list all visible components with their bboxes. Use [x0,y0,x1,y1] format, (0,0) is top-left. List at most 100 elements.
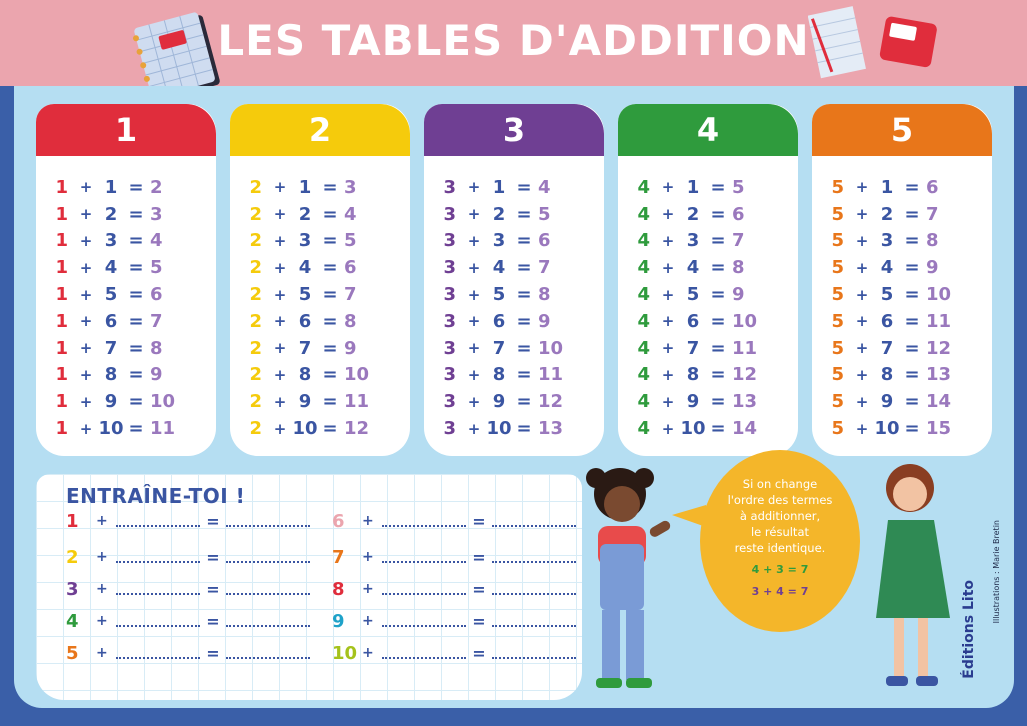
plus-sign: + [661,365,675,384]
addend-a: 1 [55,230,68,252]
sum-result: 12 [732,364,758,386]
equals-sign: = [206,643,220,663]
answer-blank-addend[interactable] [116,551,200,563]
sum-result: 8 [538,284,551,306]
answer-blank-addend[interactable] [382,515,466,527]
equals-sign: = [516,364,532,386]
answer-blank-addend[interactable] [382,551,466,563]
girl-illustration-left [586,468,671,688]
practice-row: 7 + = [332,542,576,572]
answer-blank-sum[interactable] [226,515,310,527]
sum-result: 10 [150,391,176,413]
bubble-line: l'ordre des termes [727,493,833,508]
addend-a: 2 [249,203,262,225]
answer-blank-sum[interactable] [226,583,310,595]
equals-sign: = [128,310,144,332]
sum-result: 8 [150,337,163,359]
answer-blank-sum[interactable] [226,647,310,659]
answer-blank-addend[interactable] [116,615,200,627]
table-row: 2 +3 = 5 [230,228,410,255]
equals-sign: = [128,391,144,413]
equals-sign: = [710,364,726,386]
equals-sign: = [206,547,220,567]
table-row: 5 +10 = 15 [812,415,992,442]
answer-blank-sum[interactable] [492,583,576,595]
equals-sign: = [516,337,532,359]
answer-blank-addend[interactable] [116,583,200,595]
equals-sign: = [472,579,486,599]
equals-sign: = [128,364,144,386]
answer-blank-sum[interactable] [492,551,576,563]
practice-row: 8 + = [332,574,576,604]
addend-b: 7 [298,337,312,359]
practice-number: 8 [332,578,345,600]
table-row: 3 +4 = 7 [424,254,604,281]
table-row: 3 +2 = 5 [424,201,604,228]
plus-sign: + [467,285,481,304]
table-row: 5 +2 = 7 [812,201,992,228]
addend-b: 10 [292,418,318,440]
equals-sign: = [516,257,532,279]
addend-a: 2 [249,364,262,386]
equals-sign: = [904,418,920,440]
addend-a: 1 [55,418,68,440]
answer-blank-addend[interactable] [116,647,200,659]
addition-table-5: 5 5 +1 = 6 5 +2 = 7 5 +3 = 8 5 +4 = 9 5 +5 = 10 5 +6 = 11 5 +7 = 12 5… [812,104,992,456]
answer-blank-sum[interactable] [492,647,576,659]
table-header: 2 [230,104,410,156]
answer-blank-sum[interactable] [492,615,576,627]
answer-blank-sum[interactable] [226,615,310,627]
plus-sign: + [96,645,108,661]
addend-b: 10 [98,418,124,440]
answer-blank-sum[interactable] [226,551,310,563]
answer-blank-addend[interactable] [382,583,466,595]
equals-sign: = [472,611,486,631]
addend-a: 3 [443,257,456,279]
table-row: 4 +6 = 10 [618,308,798,335]
table-row: 4 +10 = 14 [618,415,798,442]
addend-b: 8 [492,364,506,386]
sum-result: 11 [538,364,564,386]
equals-sign: = [710,203,726,225]
equals-sign: = [128,203,144,225]
addend-b: 8 [880,364,894,386]
illustration-credit: Illustrations : Marie Bretin [992,520,1001,624]
addend-a: 5 [831,230,844,252]
plus-sign: + [661,231,675,250]
table-row: 4 +3 = 7 [618,228,798,255]
equals-sign: = [128,337,144,359]
sum-result: 10 [732,310,758,332]
table-row: 4 +9 = 13 [618,388,798,415]
logo-small-text: Éditions [961,614,977,679]
equals-sign: = [710,284,726,306]
plus-sign: + [273,339,287,358]
equals-sign: = [710,230,726,252]
addition-table-3: 3 3 +1 = 4 3 +2 = 5 3 +3 = 6 3 +4 = 7 3 +5 = 8 3 +6 = 9 3 +7 = 10 3 +8… [424,104,604,456]
table-row: 3 +6 = 9 [424,308,604,335]
table-row: 2 +6 = 8 [230,308,410,335]
sum-result: 11 [150,418,176,440]
equals-sign: = [128,284,144,306]
addend-b: 3 [686,230,700,252]
answer-blank-addend[interactable] [382,647,466,659]
answer-blank-addend[interactable] [116,515,200,527]
plus-sign: + [273,285,287,304]
addition-table-2: 2 2 +1 = 3 2 +2 = 4 2 +3 = 5 2 +4 = 6 2 +5 = 7 2 +6 = 8 2 +7 = 9 2 +8 =… [230,104,410,456]
equals-sign: = [904,257,920,279]
equals-sign: = [322,176,338,198]
equals-sign: = [516,284,532,306]
addend-a: 4 [637,176,650,198]
addend-a: 3 [443,391,456,413]
plus-sign: + [79,312,93,331]
table-row: 2 +7 = 9 [230,335,410,362]
answer-blank-sum[interactable] [492,515,576,527]
addend-b: 3 [104,230,118,252]
practice-row: 3 + = [66,574,310,604]
plus-sign: + [467,312,481,331]
equals-sign: = [710,310,726,332]
answer-blank-addend[interactable] [382,615,466,627]
addend-a: 5 [831,418,844,440]
table-row: 3 +9 = 12 [424,388,604,415]
bubble-line: à additionner, [739,509,821,524]
addend-b: 10 [486,418,512,440]
